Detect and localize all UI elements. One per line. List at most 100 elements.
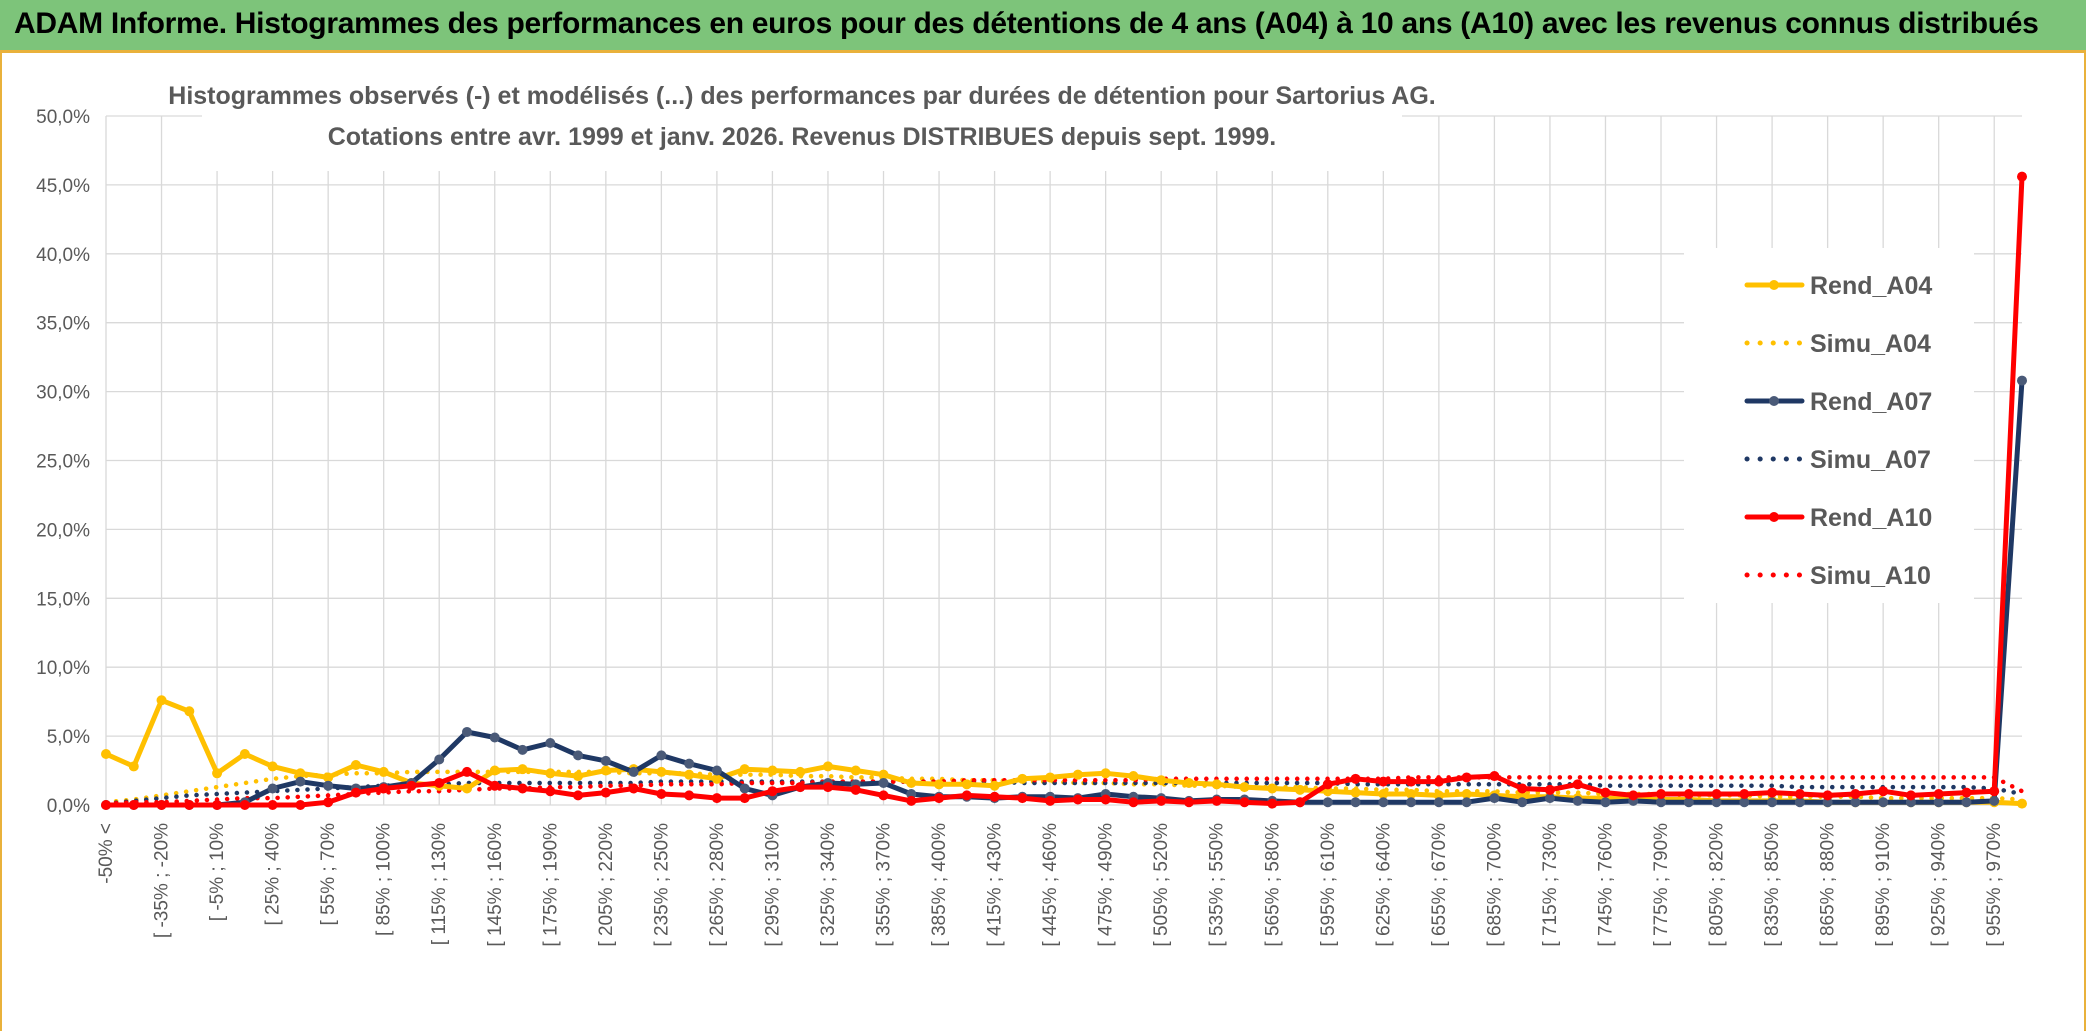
data-point [1489,793,1500,804]
data-point [1572,779,1583,790]
y-tick-label: 50,0% [36,107,90,128]
data-point [1683,797,1694,808]
data-point [1517,797,1528,808]
data-point [1767,797,1778,808]
data-point [1517,783,1528,794]
data-point [239,800,250,810]
x-tick-label: [ 55% ; 70% [318,823,339,926]
data-point [156,800,167,810]
chart-frame: Histogrammes observés (-) et modélisés (… [0,53,2086,1031]
y-tick-label: 40,0% [36,245,90,266]
data-point [434,754,445,765]
data-point [1322,797,1333,808]
series-line-simu_a07 [103,779,2025,806]
x-tick-label: [ 655% ; 670% [1429,823,1450,947]
data-point [1156,795,1167,806]
line-chart: Histogrammes observés (-) et modélisés (… [36,75,2027,947]
x-tick-label: [ 235% ; 250% [651,823,672,947]
data-point [1656,788,1667,799]
data-point [1211,779,1222,790]
data-point [461,766,472,777]
data-point [1128,771,1139,782]
data-point [600,755,611,766]
data-point [1156,775,1167,786]
data-point [1544,793,1555,804]
x-tick-label: [ 715% ; 730% [1540,823,1561,947]
x-tick-label: [ -35% ; -20% [152,823,173,938]
data-point [934,779,945,790]
data-point [1628,790,1639,801]
series-line-rend_a07 [103,378,2025,808]
data-point [1350,797,1361,808]
legend-marker [1769,396,1779,406]
x-tick-label: [ 175% ; 190% [540,823,561,947]
series-line-simu_a10 [103,775,2025,806]
data-point [323,797,334,808]
data-point [1461,772,1472,783]
data-point [739,793,750,804]
data-point [573,790,584,801]
data-point [489,765,500,776]
x-tick-label: [ 145% ; 160% [485,823,506,947]
data-point [1295,784,1306,795]
data-point [711,765,722,776]
data-point [906,777,917,788]
series-lines [101,171,2027,810]
data-point [1878,797,1889,808]
data-point [1017,773,1028,784]
data-point [934,793,945,804]
data-point [989,791,1000,802]
x-tick-label: [ 205% ; 220% [596,823,617,947]
y-tick-label: 5,0% [47,727,90,748]
x-tick-label: [ 805% ; 820% [1707,823,1728,947]
legend-backdrop [1684,248,1974,603]
data-point [517,783,528,794]
x-tick-label: [ 625% ; 640% [1373,823,1394,947]
data-point [989,780,1000,791]
data-point [2017,171,2027,182]
x-tick-label: [ 505% ; 520% [1151,823,1172,947]
data-point [739,783,750,794]
data-point [1711,797,1722,808]
x-tick-label: [ 535% ; 550% [1207,823,1228,947]
x-tick-label: [ 115% ; 130% [429,823,450,945]
x-tick-label: [ 895% ; 910% [1873,823,1894,947]
x-tick-label: [ 775% ; 790% [1651,823,1672,947]
data-point [489,780,500,791]
legend-label: Simu_A07 [1810,446,1931,474]
x-tick-label: [ 745% ; 760% [1595,823,1616,947]
data-point [101,749,111,760]
data-point [684,758,695,769]
data-point [878,790,889,801]
x-axis: -50% < [ -35% ; -20% [ -5% ; 10% [ 25% ; 40… [96,823,2005,947]
x-tick-label: [ 265% ; 280% [707,823,728,947]
data-point [961,790,972,801]
data-point [1711,788,1722,799]
data-point [1295,797,1306,808]
data-point [1461,797,1472,808]
data-point [1350,787,1361,798]
data-point [461,726,472,737]
data-point [1322,779,1333,790]
data-point [1961,787,1972,798]
x-tick-label: [ 415% ; 430% [985,823,1006,947]
data-point [573,750,584,761]
data-point [822,761,833,772]
data-point [656,766,667,777]
data-point [767,786,778,797]
legend[interactable]: Rend_A04 Simu_A04 Rend_A07 Simu_A07 Rend_A10… [1684,248,1974,603]
data-point [461,783,472,794]
data-point [1489,771,1500,782]
data-point [1072,769,1083,780]
x-tick-label: [ 595% ; 610% [1318,823,1339,947]
data-point [1822,790,1833,801]
x-tick-label: [ 865% ; 880% [1818,823,1839,947]
data-point [434,777,445,788]
data-point [350,787,361,798]
data-point [1433,790,1444,801]
data-point [1211,795,1222,806]
x-tick-label: [ 85% ; 100% [374,823,395,936]
data-point [1350,773,1361,784]
y-axis: 0,0% 5,0% 10,0% 15,0% 20,0% 25,0% 30,0% 35,0% 40… [36,107,90,817]
data-point [600,765,611,776]
